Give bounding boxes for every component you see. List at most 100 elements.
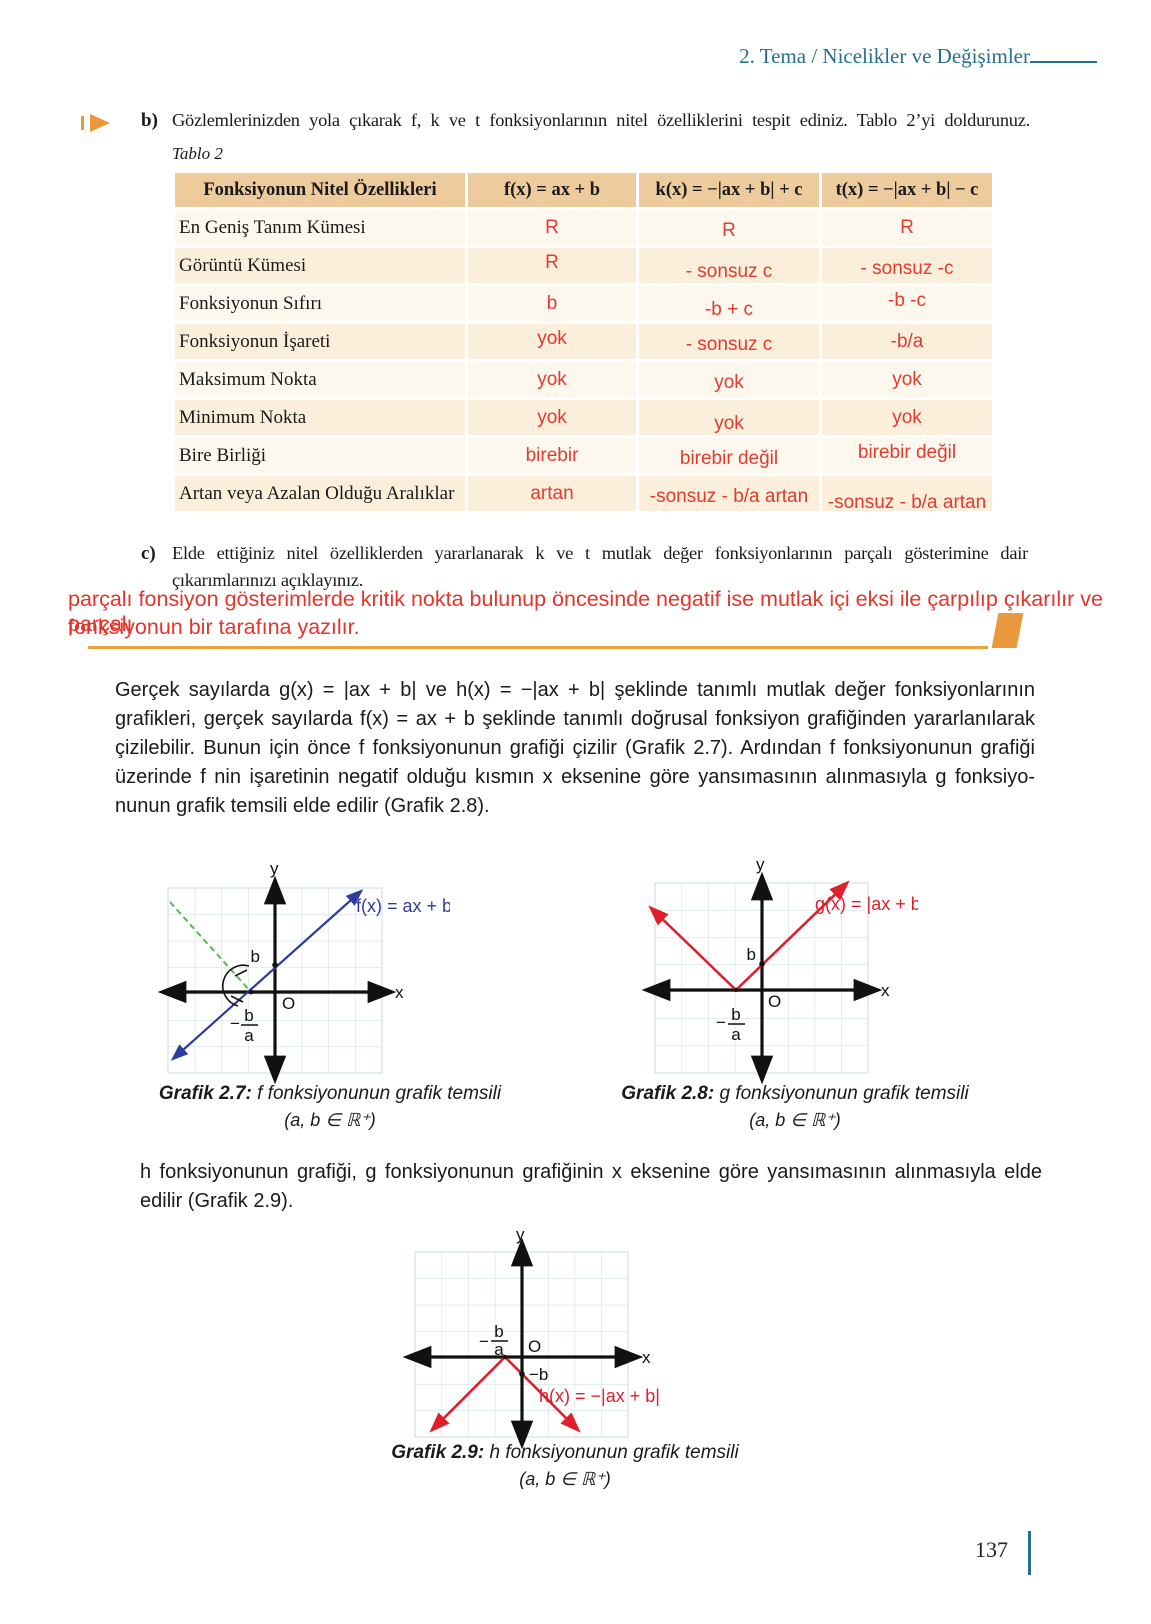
bullet-arrow-icon	[80, 112, 116, 139]
answer-cell: R	[468, 210, 636, 245]
col-header-t: t(x) = −|ax + b| − c	[822, 173, 992, 207]
caption-graph-2-7: Grafik 2.7: f fonksiyonunun grafik temsi…	[140, 1083, 520, 1131]
answer-cell: artan	[468, 476, 636, 511]
answer-cell: R	[468, 248, 636, 283]
orange-divider	[88, 646, 988, 649]
frac-numerator: b	[731, 1005, 740, 1024]
paragraph-line: Gerçek sayılarda g(x) = |ax + b| ve h(x)…	[115, 679, 1035, 701]
f-line	[170, 889, 364, 1061]
table-row: Görüntü Kümesi R - sonsuz c - sonsuz -c	[175, 248, 992, 283]
paragraph-line: çizilebilir. Bunun için önce f fonksiyon…	[115, 737, 1035, 759]
answer-cell: -b/a	[822, 324, 992, 359]
page-number-bar	[1028, 1531, 1031, 1575]
b-label: b	[251, 947, 260, 966]
answer-cell: yok	[639, 362, 819, 397]
frac-denominator: a	[244, 1026, 254, 1045]
graph-2-9: −b O − b a x y h(x) = −|ax + b|	[402, 1230, 660, 1450]
handwritten-note-line1: parçalı fonsiyon gösterimlerde kritik no…	[68, 587, 1103, 636]
table-row: Bire Birliği birebir birebir değil bireb…	[175, 438, 992, 473]
paragraph-line: h fonksiyonunun grafiği, g fonksiyonunun…	[140, 1161, 1042, 1183]
graph-2-7: b O − b a x y f(x) = ax + b	[157, 859, 450, 1085]
caption-text: h fonksiyonunun grafik temsili	[484, 1442, 739, 1463]
point-b	[759, 961, 765, 967]
caption-number: Grafik 2.7:	[158, 1083, 252, 1104]
table-row: Maksimum Nokta yok yok yok	[175, 362, 992, 397]
row-label: Minimum Nokta	[175, 400, 465, 435]
frac-denominator: a	[731, 1025, 741, 1044]
frac-numerator: b	[494, 1322, 503, 1341]
paragraph-line: grafikleri, gerçek sayılarda f(x) = ax +…	[115, 708, 1035, 730]
caption-text: g fonksiyonunun grafik temsili	[714, 1083, 969, 1104]
b-label: b	[747, 945, 756, 964]
graph-2-8: b O − b a x y g(x) = |ax + b|	[641, 855, 918, 1085]
handwritten-note-line2: fonksiyonun bir tarafına yazılır.	[68, 615, 360, 639]
body-paragraph-2: h fonksiyonunun grafiği, g fonksiyonunun…	[140, 1158, 1042, 1216]
frac-numerator: b	[244, 1006, 253, 1025]
origin-label: O	[768, 992, 781, 1011]
col-header-f: f(x) = ax + b	[468, 173, 636, 207]
point-b	[272, 962, 278, 968]
page-number: 137	[975, 1537, 1008, 1562]
function-label: g(x) = |ax + b|	[815, 894, 918, 914]
caption-number: Grafik 2.9:	[391, 1442, 485, 1463]
row-label: Fonksiyonun İşareti	[175, 324, 465, 359]
answer-cell: -sonsuz - b/a artan	[822, 476, 992, 513]
row-label: Görüntü Kümesi	[175, 248, 465, 283]
col-header-k: k(x) = −|ax + b| + c	[639, 173, 819, 207]
function-label: f(x) = ax + b	[356, 896, 450, 916]
paragraph-line: üzerinde f nin işaretinin negatif olduğu…	[115, 766, 1035, 788]
answer-cell: -b -c	[822, 286, 992, 321]
table-row: Artan veya Azalan Olduğu Aralıklar artan…	[175, 476, 992, 513]
answer-cell: R	[639, 210, 819, 245]
table-row: Fonksiyonun Sıfırı b -b + c -b -c	[175, 286, 992, 321]
table-row: En Geniş Tanım Kümesi R R R	[175, 210, 992, 245]
orange-flag-shape	[991, 613, 1024, 648]
table-header-row: Fonksiyonun Nitel Özellikleri f(x) = ax …	[175, 173, 992, 207]
answer-cell: -sonsuz - b/a artan	[639, 476, 819, 511]
caption-number: Grafik 2.8:	[621, 1083, 715, 1104]
answer-cell: R	[822, 210, 992, 245]
table-row: Fonksiyonun İşareti yok - sonsuz c -b/a	[175, 324, 992, 359]
table-caption: Tablo 2	[172, 144, 223, 163]
answer-cell: -b + c	[639, 286, 819, 321]
row-label: Bire Birliği	[175, 438, 465, 473]
caption-domain: (a, b ∈ ℝ⁺)	[519, 1469, 611, 1489]
body-paragraph-1: Gerçek sayılarda g(x) = |ax + b| ve h(x)…	[115, 676, 1035, 821]
frac-denominator: a	[494, 1340, 504, 1359]
row-label: Fonksiyonun Sıfırı	[175, 286, 465, 321]
origin-label: O	[282, 994, 295, 1013]
answer-cell: birebir değil	[822, 438, 992, 473]
frac-minus: −	[230, 1014, 240, 1033]
chapter-header: 2. Tema / Nicelikler ve Değişimler	[739, 44, 1030, 68]
answer-cell: - sonsuz c	[639, 324, 819, 359]
x-axis-label: x	[881, 981, 890, 1000]
answer-cell: yok	[468, 324, 636, 359]
answer-cell: b	[468, 286, 636, 321]
reflection-arc	[222, 964, 250, 1007]
answer-cell: yok	[468, 400, 636, 435]
vertex-point	[733, 987, 739, 993]
col-header-properties: Fonksiyonun Nitel Özellikleri	[175, 173, 465, 207]
caption-text: f fonksiyonunun grafik temsili	[251, 1083, 502, 1104]
neg-b-label: −b	[529, 1365, 548, 1384]
item-b-label: b)	[141, 110, 158, 131]
item-c-text-line1: Elde ettiğiniz nitel özelliklerden yarar…	[172, 543, 1028, 563]
answer-cell: yok	[639, 400, 819, 435]
y-axis-label: y	[270, 859, 279, 878]
x-axis-label: x	[395, 983, 404, 1002]
origin-label: O	[528, 1337, 541, 1356]
header-underline	[1030, 61, 1097, 63]
item-c-label: c)	[141, 543, 156, 564]
point-neg-b	[519, 1371, 525, 1377]
answer-cell: yok	[822, 362, 992, 397]
caption-graph-2-9: Grafik 2.9: h fonksiyonunun grafik temsi…	[375, 1442, 755, 1490]
paragraph-line: edilir (Grafik 2.9).	[140, 1190, 294, 1212]
caption-domain: (a, b ∈ ℝ⁺)	[284, 1110, 376, 1130]
answer-cell: - sonsuz -c	[822, 248, 992, 283]
answer-cell: yok	[822, 400, 992, 435]
y-axis-label: y	[516, 1230, 525, 1244]
x-axis-label: x	[642, 1348, 651, 1367]
item-c-text-line2: çıkarımlarınızı açıklayınız.	[172, 570, 364, 590]
vertex-point	[502, 1354, 508, 1360]
